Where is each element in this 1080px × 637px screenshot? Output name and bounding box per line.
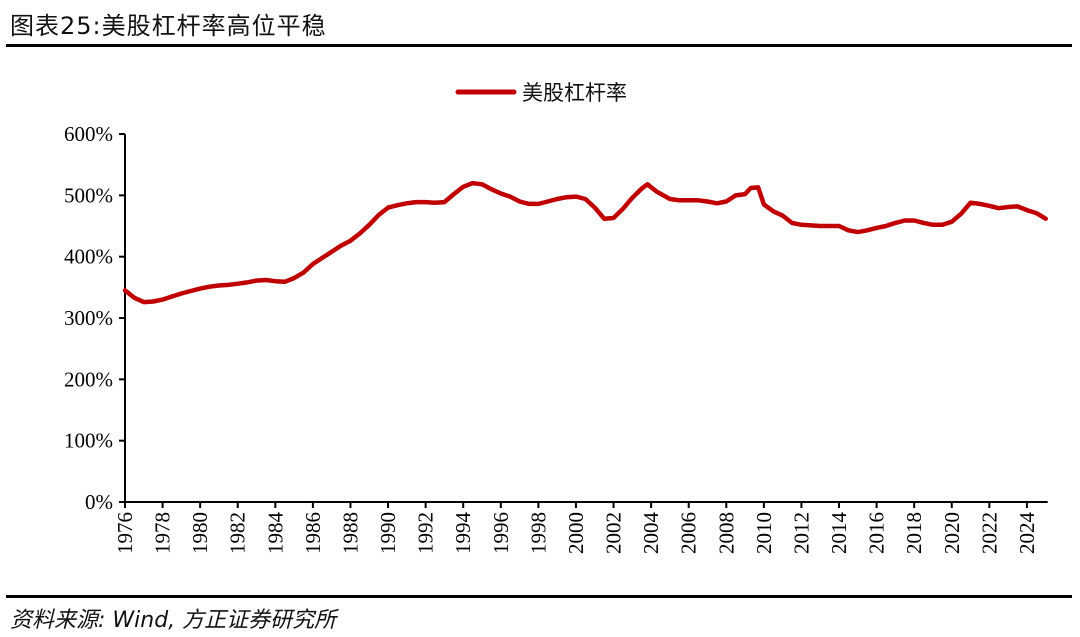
y-tick-label: 100% (64, 429, 113, 453)
x-tick-label: 2002 (602, 512, 626, 554)
x-tick-label: 2020 (940, 512, 964, 554)
x-tick-label: 2000 (564, 512, 588, 554)
x-tick-label: 2008 (714, 512, 738, 554)
y-tick-label: 500% (64, 183, 113, 207)
x-tick-label: 2018 (902, 512, 926, 554)
x-tick-label: 2006 (677, 512, 701, 554)
footer-divider (6, 595, 1072, 598)
x-tick-label: 1986 (301, 512, 325, 554)
source-note: 资料来源: Wind, 方正证券研究所 (10, 608, 337, 633)
x-tick-label: 2012 (789, 512, 813, 554)
x-tick-label: 2014 (827, 512, 851, 555)
x-tick-label: 1996 (489, 512, 513, 554)
x-tick-label: 2004 (639, 512, 663, 555)
x-tick-label: 2024 (1015, 512, 1039, 555)
title-divider (6, 44, 1072, 47)
x-tick-label: 1990 (376, 512, 400, 554)
x-tick-label: 1998 (526, 512, 550, 554)
legend-label: 美股杠杆率 (522, 81, 627, 105)
x-tick-label: 1992 (414, 512, 438, 554)
y-axis: 0% 100% 200% 300% 400% 500% 600% (64, 122, 126, 514)
x-tick-label: 2016 (865, 512, 889, 554)
y-tick-label: 400% (64, 245, 113, 269)
x-tick-label: 1994 (451, 512, 475, 555)
y-tick-label: 0% (85, 490, 113, 514)
figure-title: 图表25:美股杠杆率高位平稳 (10, 12, 327, 40)
x-tick-label: 1984 (263, 512, 287, 555)
y-tick-label: 300% (64, 306, 113, 330)
x-axis: 1976 1978 1980 1982 1984 1986 1988 1990 1992 1994… (113, 501, 1048, 555)
y-tick-label: 600% (64, 122, 113, 146)
legend: 美股杠杆率 (455, 81, 627, 105)
x-tick-label: 1978 (151, 512, 175, 554)
x-tick-label: 1982 (226, 512, 250, 554)
series-line-leverage (122, 180, 1048, 305)
x-tick-label: 1976 (113, 512, 137, 554)
y-tick-label: 200% (64, 367, 113, 391)
x-tick-label: 1980 (188, 512, 212, 554)
x-tick-label: 2022 (977, 512, 1001, 554)
x-tick-label: 1988 (338, 512, 362, 554)
x-tick-label: 2010 (752, 512, 776, 554)
